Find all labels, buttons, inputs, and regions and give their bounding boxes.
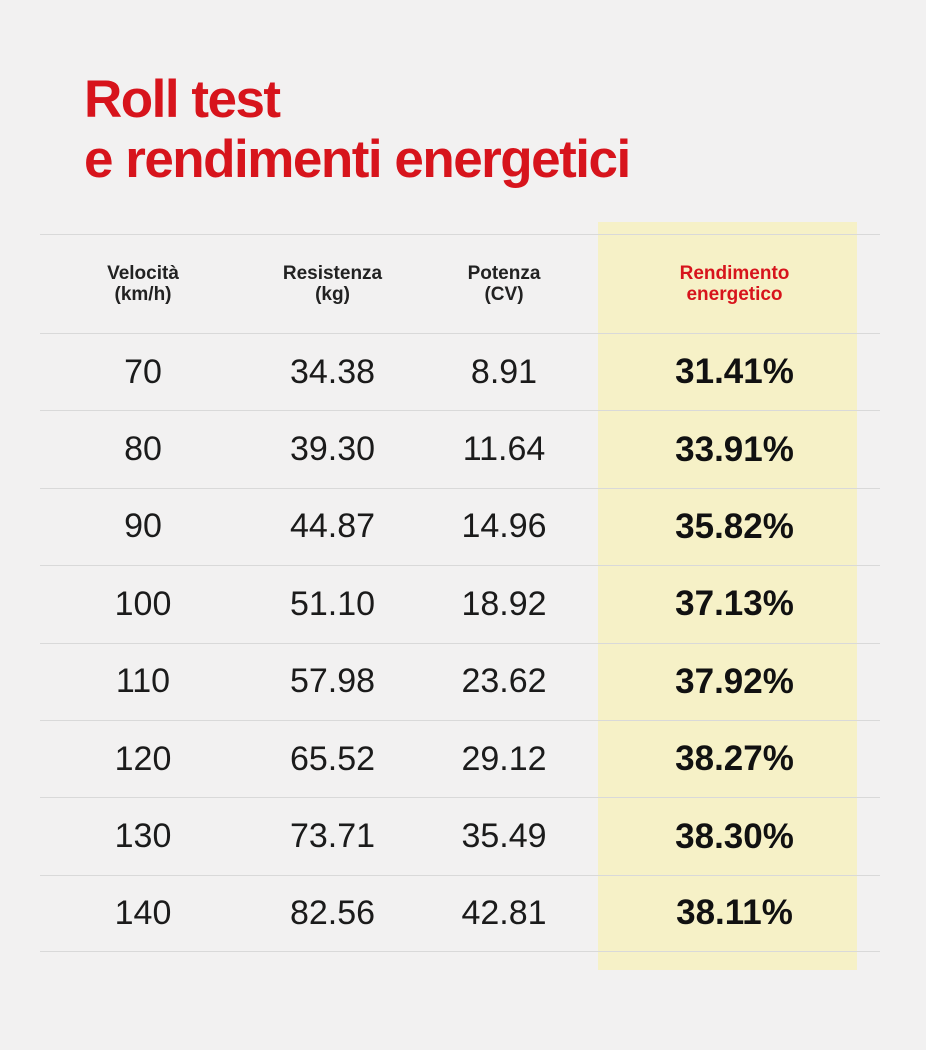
table-row: 120 65.52 29.12 38.27% [40, 719, 880, 797]
table-row: 70 34.38 8.91 31.41% [40, 333, 880, 410]
table-row: 130 73.71 35.49 38.30% [40, 797, 880, 874]
velocita-cell: 90 [124, 507, 162, 546]
rendimento-cell: 38.27% [675, 739, 794, 779]
table-header-row: Velocità (km/h) Resistenza (kg) Potenza … [40, 234, 880, 333]
potenza-cell: 42.81 [461, 893, 547, 932]
resistenza-cell: 82.56 [289, 893, 376, 932]
resistenza-cell: 57.98 [289, 662, 376, 701]
velocita-cell: 100 [114, 584, 172, 623]
velocita-cell: 140 [114, 893, 172, 932]
potenza-cell: 29.12 [461, 739, 547, 778]
table-body: 70 34.38 8.91 31.41% 80 39.30 11.64 33.91% 90 44.… [40, 333, 880, 953]
rendimento-cell: 38.11% [676, 893, 793, 933]
column-header-resistenza: Resistenza (kg) [282, 263, 383, 305]
velocita-cell: 120 [114, 739, 172, 778]
title-line-1: Roll test [84, 70, 281, 129]
resistenza-cell: 34.38 [289, 352, 376, 391]
velocita-cell: 80 [124, 430, 162, 469]
rendimento-cell: 31.41% [675, 352, 794, 392]
potenza-cell: 8.91 [470, 352, 538, 391]
potenza-cell: 11.64 [462, 430, 546, 469]
table-row: 90 44.87 14.96 35.82% [40, 487, 880, 565]
table-row: 100 51.10 18.92 37.13% [40, 565, 880, 642]
rendimento-cell: 33.91% [675, 429, 794, 469]
rendimento-cell: 37.92% [675, 661, 794, 701]
resistenza-cell: 51.10 [289, 584, 376, 623]
table-row: 80 39.30 11.64 33.91% [40, 410, 880, 487]
rendimento-cell: 37.13% [675, 584, 794, 624]
resistenza-cell: 73.71 [289, 817, 376, 856]
table-row: 140 82.56 42.81 38.11% [40, 874, 880, 953]
resistenza-cell: 65.52 [289, 739, 376, 778]
velocita-cell: 130 [114, 817, 172, 856]
data-table: Velocità (km/h) Resistenza (kg) Potenza … [40, 234, 880, 953]
rendimento-cell: 38.30% [675, 816, 794, 856]
title-line-2: e rendimenti energetici [84, 130, 631, 189]
potenza-cell: 23.62 [461, 662, 547, 701]
rendimento-cell: 35.82% [675, 506, 794, 546]
potenza-cell: 35.49 [461, 817, 547, 856]
resistenza-cell: 39.30 [289, 430, 376, 469]
column-header-rendimento: Rendimento energetico [679, 263, 790, 305]
velocita-cell: 110 [115, 662, 171, 701]
page-title: Roll test e rendimenti energetici [84, 70, 631, 190]
column-header-velocita: Velocità (km/h) [107, 263, 179, 305]
table-row: 110 57.98 23.62 37.92% [40, 642, 880, 720]
velocita-cell: 70 [124, 352, 162, 391]
column-header-potenza: Potenza (CV) [467, 263, 541, 305]
resistenza-cell: 44.87 [289, 507, 376, 546]
potenza-cell: 18.92 [461, 584, 547, 623]
highlight-column-background [598, 222, 857, 970]
potenza-cell: 14.96 [461, 507, 547, 546]
